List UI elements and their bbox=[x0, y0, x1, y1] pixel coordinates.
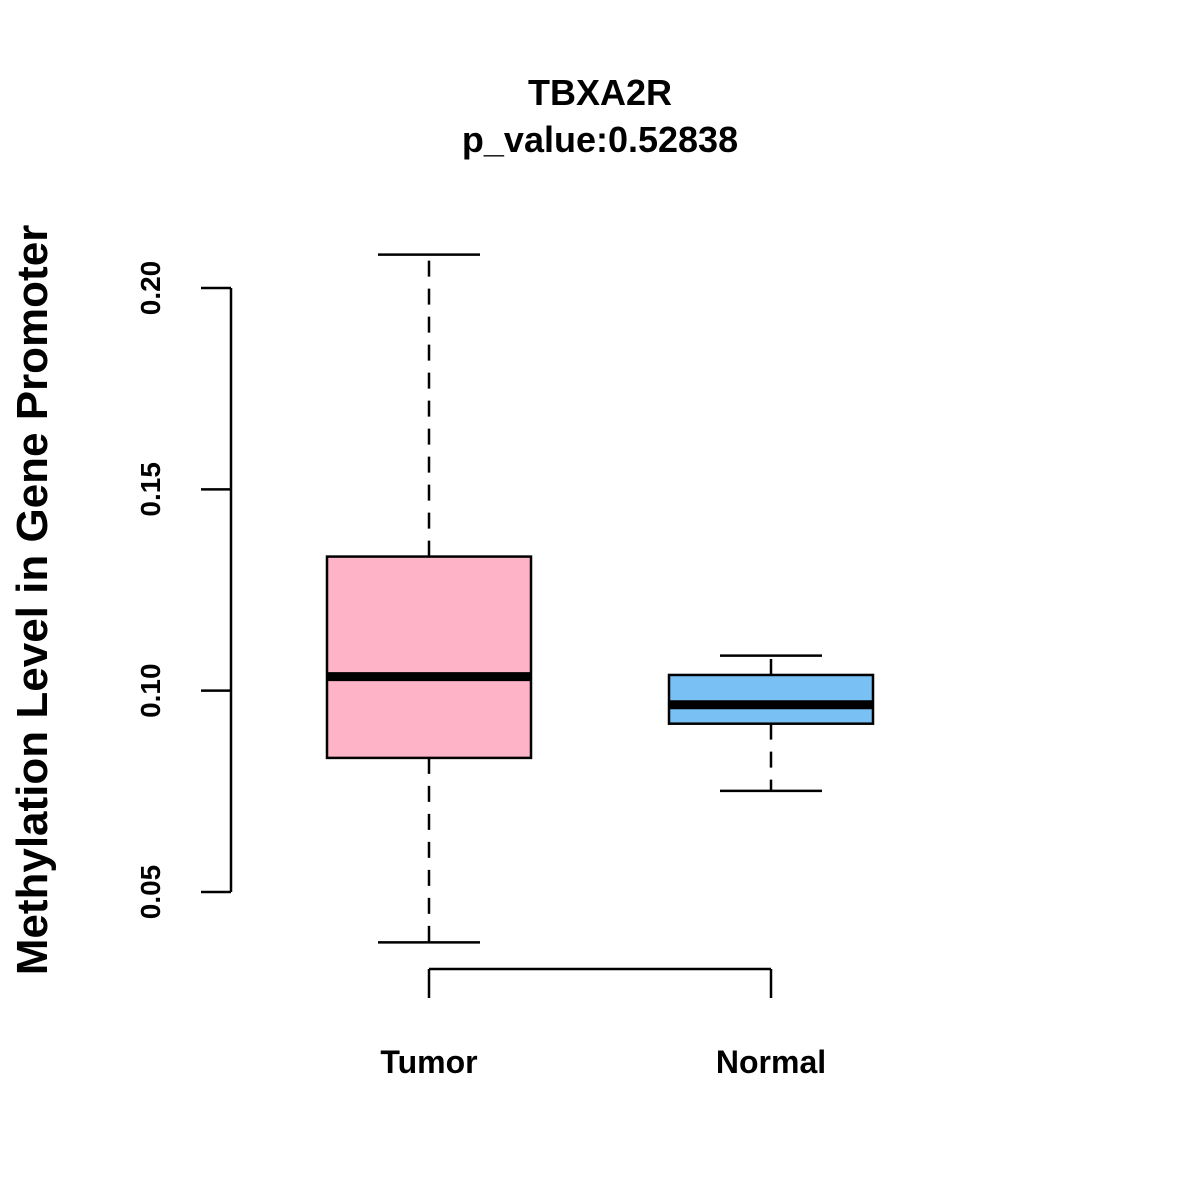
box-normal bbox=[667, 654, 875, 793]
iqr-box bbox=[325, 555, 533, 760]
x-tick-label: Normal bbox=[716, 1044, 826, 1080]
x-axis-labels: Tumor Normal bbox=[380, 1044, 826, 1080]
iqr-box bbox=[667, 673, 875, 725]
box-tumor bbox=[325, 253, 533, 944]
group-bracket bbox=[427, 967, 773, 998]
chart-title: TBXA2R bbox=[528, 72, 672, 113]
y-tick-label: 0.15 bbox=[135, 462, 166, 517]
y-tick-label: 0.10 bbox=[135, 663, 166, 718]
y-axis-label: Methylation Level in Gene Promoter bbox=[8, 225, 57, 976]
y-tick-label: 0.05 bbox=[135, 865, 166, 920]
chart-subtitle: p_value:0.52838 bbox=[462, 119, 738, 160]
x-tick-label: Tumor bbox=[380, 1044, 477, 1080]
y-tick-label: 0.20 bbox=[135, 261, 166, 316]
box-series bbox=[325, 253, 875, 944]
y-axis: 0.05 0.10 0.15 0.20 bbox=[135, 261, 233, 920]
